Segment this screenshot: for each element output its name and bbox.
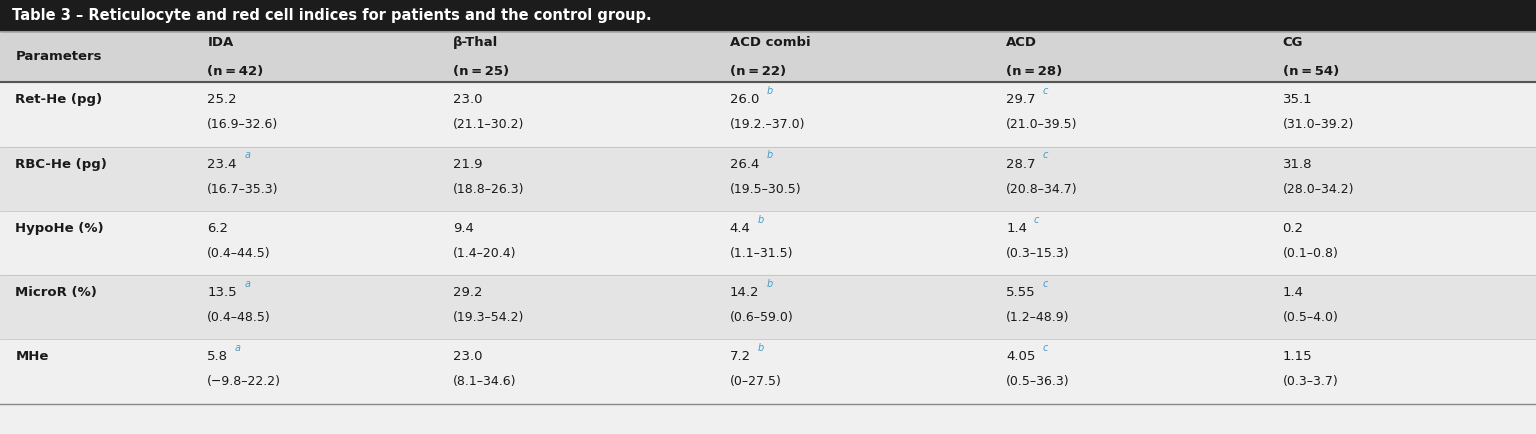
Text: (31.0–39.2): (31.0–39.2) xyxy=(1283,118,1353,132)
Bar xyxy=(0,31,1536,82)
Text: (1.4–20.4): (1.4–20.4) xyxy=(453,247,516,260)
Text: (21.1–30.2): (21.1–30.2) xyxy=(453,118,524,132)
Text: 21.9: 21.9 xyxy=(453,158,482,171)
Text: 0.2: 0.2 xyxy=(1283,222,1304,235)
Bar xyxy=(0,82,1536,147)
Text: b: b xyxy=(757,214,763,225)
Text: (19.3–54.2): (19.3–54.2) xyxy=(453,311,524,324)
Text: (16.9–32.6): (16.9–32.6) xyxy=(207,118,278,132)
Text: RBC-He (pg): RBC-He (pg) xyxy=(15,158,108,171)
Text: 29.7: 29.7 xyxy=(1006,93,1035,106)
Text: (n = 22): (n = 22) xyxy=(730,65,786,78)
Text: MicroR (%): MicroR (%) xyxy=(15,286,97,299)
Text: (0.5–4.0): (0.5–4.0) xyxy=(1283,311,1338,324)
Text: 25.2: 25.2 xyxy=(207,93,237,106)
Text: 31.8: 31.8 xyxy=(1283,158,1312,171)
Text: (20.8–34.7): (20.8–34.7) xyxy=(1006,183,1078,196)
Text: Parameters: Parameters xyxy=(15,50,101,63)
Text: (19.5–30.5): (19.5–30.5) xyxy=(730,183,802,196)
Text: 23.4: 23.4 xyxy=(207,158,237,171)
Text: 23.0: 23.0 xyxy=(453,93,482,106)
Bar xyxy=(0,211,1536,275)
Text: (n = 54): (n = 54) xyxy=(1283,65,1339,78)
Bar xyxy=(0,0,1536,31)
Text: a: a xyxy=(244,150,250,161)
Text: 6.2: 6.2 xyxy=(207,222,229,235)
Text: 29.2: 29.2 xyxy=(453,286,482,299)
Text: (n = 28): (n = 28) xyxy=(1006,65,1063,78)
Text: Ret-He (pg): Ret-He (pg) xyxy=(15,93,103,106)
Text: (0.3–3.7): (0.3–3.7) xyxy=(1283,375,1338,388)
Text: b: b xyxy=(766,279,773,289)
Text: Table 3 – Reticulocyte and red cell indices for patients and the control group.: Table 3 – Reticulocyte and red cell indi… xyxy=(12,8,651,23)
Bar xyxy=(0,275,1536,339)
Text: c: c xyxy=(1043,279,1048,289)
Text: MHe: MHe xyxy=(15,350,49,363)
Text: a: a xyxy=(235,343,241,353)
Text: 26.0: 26.0 xyxy=(730,93,759,106)
Text: (0.4–44.5): (0.4–44.5) xyxy=(207,247,270,260)
Text: 35.1: 35.1 xyxy=(1283,93,1312,106)
Text: (n = 25): (n = 25) xyxy=(453,65,510,78)
Text: (−9.8–22.2): (−9.8–22.2) xyxy=(207,375,281,388)
Text: 4.05: 4.05 xyxy=(1006,350,1035,363)
Text: 26.4: 26.4 xyxy=(730,158,759,171)
Text: IDA: IDA xyxy=(207,36,233,49)
Text: 13.5: 13.5 xyxy=(207,286,237,299)
Text: 5.8: 5.8 xyxy=(207,350,229,363)
Text: (0.3–15.3): (0.3–15.3) xyxy=(1006,247,1069,260)
Text: (8.1–34.6): (8.1–34.6) xyxy=(453,375,516,388)
Text: 1.15: 1.15 xyxy=(1283,350,1312,363)
Text: 5.55: 5.55 xyxy=(1006,286,1035,299)
Bar xyxy=(0,147,1536,211)
Text: ACD combi: ACD combi xyxy=(730,36,809,49)
Text: (16.7–35.3): (16.7–35.3) xyxy=(207,183,280,196)
Text: (19.2.–37.0): (19.2.–37.0) xyxy=(730,118,805,132)
Text: ACD: ACD xyxy=(1006,36,1037,49)
Bar xyxy=(0,339,1536,404)
Text: (0.1–0.8): (0.1–0.8) xyxy=(1283,247,1338,260)
Text: b: b xyxy=(757,343,763,353)
Text: (18.8–26.3): (18.8–26.3) xyxy=(453,183,525,196)
Text: (0.4–48.5): (0.4–48.5) xyxy=(207,311,272,324)
Text: c: c xyxy=(1034,214,1038,225)
Text: c: c xyxy=(1043,86,1048,96)
Text: (1.1–31.5): (1.1–31.5) xyxy=(730,247,793,260)
Text: (0–27.5): (0–27.5) xyxy=(730,375,782,388)
Text: 14.2: 14.2 xyxy=(730,286,759,299)
Text: 4.4: 4.4 xyxy=(730,222,751,235)
Text: (n = 42): (n = 42) xyxy=(207,65,264,78)
Text: b: b xyxy=(766,150,773,161)
Text: 23.0: 23.0 xyxy=(453,350,482,363)
Text: HypoHe (%): HypoHe (%) xyxy=(15,222,104,235)
Text: c: c xyxy=(1043,343,1048,353)
Text: 9.4: 9.4 xyxy=(453,222,475,235)
Text: (21.0–39.5): (21.0–39.5) xyxy=(1006,118,1078,132)
Text: c: c xyxy=(1043,150,1048,161)
Text: a: a xyxy=(244,279,250,289)
Text: β-Thal: β-Thal xyxy=(453,36,498,49)
Text: CG: CG xyxy=(1283,36,1303,49)
Text: 1.4: 1.4 xyxy=(1006,222,1028,235)
Text: (28.0–34.2): (28.0–34.2) xyxy=(1283,183,1355,196)
Text: b: b xyxy=(766,86,773,96)
Text: (0.5–36.3): (0.5–36.3) xyxy=(1006,375,1069,388)
Text: 1.4: 1.4 xyxy=(1283,286,1304,299)
Text: 7.2: 7.2 xyxy=(730,350,751,363)
Text: (0.6–59.0): (0.6–59.0) xyxy=(730,311,794,324)
Text: 28.7: 28.7 xyxy=(1006,158,1035,171)
Text: (1.2–48.9): (1.2–48.9) xyxy=(1006,311,1069,324)
